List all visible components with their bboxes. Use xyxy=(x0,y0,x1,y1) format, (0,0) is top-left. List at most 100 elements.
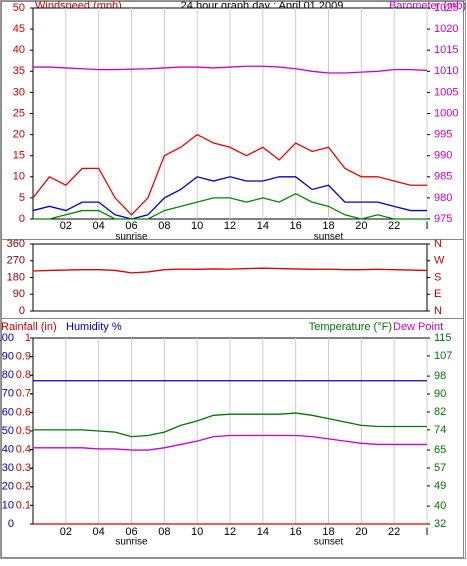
series-line xyxy=(32,267,428,274)
y-tick-label: 30 xyxy=(13,86,25,98)
x-tick-label: 06 xyxy=(125,526,137,538)
y2-tick-label: 975 xyxy=(434,213,452,225)
y3-tick-label: 0.8 xyxy=(16,369,31,381)
x-tick-label: 04 xyxy=(93,220,105,232)
x-tick-label: 20 xyxy=(355,220,367,232)
y2-tick-label: 32 xyxy=(434,518,446,530)
y2-tick-label: 74 xyxy=(434,424,446,436)
y-tick-label: 50 xyxy=(13,2,25,14)
x-tick-label: 14 xyxy=(257,526,269,538)
plot-area xyxy=(32,243,428,312)
y2-tick-label: N xyxy=(434,238,442,250)
series-line xyxy=(32,176,427,220)
y-tick-label: 5 xyxy=(19,192,25,204)
y2-tick-label: W xyxy=(434,255,445,267)
y-tick-label: 25 xyxy=(13,107,25,119)
x-tick-label: 04 xyxy=(93,526,105,538)
x-tick-label: I xyxy=(425,526,428,538)
legend-label: Dew Point xyxy=(393,321,443,333)
x-tick-label: I xyxy=(425,220,428,232)
y3-tick-label: 0.6 xyxy=(16,406,31,418)
y-tick-label: 100 xyxy=(0,332,14,344)
y-tick-label: 70 xyxy=(2,388,14,400)
y-axis-label: Windspeed (mph) xyxy=(35,0,122,12)
y2-tick-label: N xyxy=(434,305,442,317)
y-tick-label: 0 xyxy=(19,305,25,317)
x-tick-label: 02 xyxy=(60,526,72,538)
series-line xyxy=(33,434,427,451)
y2-tick-label: 49 xyxy=(434,480,446,492)
series-line xyxy=(33,412,427,438)
y2-tick-label: 1000 xyxy=(434,107,458,119)
series-line xyxy=(33,192,427,220)
y-tick-label: 15 xyxy=(13,150,25,162)
y2-tick-label: 1005 xyxy=(434,86,458,98)
x-tick-label: 16 xyxy=(290,526,302,538)
y-tick-label: 20 xyxy=(13,129,25,141)
y2-tick-label: 90 xyxy=(434,388,446,400)
y-tick-label: 40 xyxy=(2,444,14,456)
x-tick-label: 14 xyxy=(257,220,269,232)
annotation: sunrise xyxy=(115,232,148,243)
x-tick-label: 10 xyxy=(191,220,203,232)
y-tick-label: 10 xyxy=(13,171,25,183)
series-line xyxy=(33,65,428,74)
annotation: sunrise xyxy=(115,537,148,548)
y-tick-label: 0 xyxy=(8,518,14,530)
y-tick-label: 270 xyxy=(7,255,25,267)
y2-tick-label: 115 xyxy=(434,332,452,344)
y-tick-label: 30 xyxy=(2,462,14,474)
x-tick-label: 08 xyxy=(158,526,170,538)
y-tick-label: 20 xyxy=(2,481,14,493)
y3-tick-label: 0.4 xyxy=(16,444,31,456)
y-tick-label: 80 xyxy=(2,369,14,381)
legend-label: Rainfall (in) xyxy=(1,321,57,333)
y-tick-label: 60 xyxy=(2,406,14,418)
y-tick-label: 35 xyxy=(13,65,25,77)
series-line xyxy=(32,133,427,216)
x-tick-label: 22 xyxy=(388,526,400,538)
y-tick-label: 180 xyxy=(7,271,25,283)
y2-axis-label: Barometer (mb) xyxy=(389,0,466,12)
x-tick-label: 16 xyxy=(290,220,302,232)
y2-tick-label: 1015 xyxy=(434,44,458,56)
chart-title: 24 hour graph day : April 01 2009 xyxy=(181,0,344,12)
y3-tick-label: 1 xyxy=(25,332,31,344)
y2-tick-label: 107 xyxy=(434,350,452,362)
annotation: sunset xyxy=(314,537,344,548)
y-tick-label: 0 xyxy=(19,213,25,225)
y3-tick-label: 0.7 xyxy=(16,388,31,400)
legend-label: Temperature (°F) xyxy=(309,321,392,333)
y3-tick-label: 0.3 xyxy=(16,462,31,474)
y2-tick-label: 98 xyxy=(434,370,446,382)
y2-tick-label: 57 xyxy=(434,462,446,474)
x-tick-label: 22 xyxy=(388,220,400,232)
y3-tick-label: 0.5 xyxy=(16,425,31,437)
x-tick-label: 12 xyxy=(224,220,236,232)
y-tick-label: 45 xyxy=(13,23,25,35)
y2-tick-label: E xyxy=(434,288,441,300)
y3-tick-label: 0.1 xyxy=(16,499,31,511)
x-tick-label: 06 xyxy=(125,220,137,232)
y2-tick-label: S xyxy=(434,271,441,283)
y2-tick-label: 65 xyxy=(434,444,446,456)
y-tick-label: 50 xyxy=(2,425,14,437)
y2-tick-label: 1020 xyxy=(434,23,458,35)
x-tick-label: 18 xyxy=(322,526,334,538)
y-tick-label: 90 xyxy=(2,351,14,363)
y2-tick-label: 990 xyxy=(434,150,452,162)
y-tick-label: 90 xyxy=(13,288,25,300)
y2-tick-label: 985 xyxy=(434,171,452,183)
annotation: sunset xyxy=(314,232,344,243)
panel-frame xyxy=(1,318,464,558)
y2-tick-label: 40 xyxy=(434,500,446,512)
y-tick-label: 360 xyxy=(7,238,25,250)
y2-tick-label: 980 xyxy=(434,192,452,204)
x-tick-label: 18 xyxy=(322,220,334,232)
y3-tick-label: 0.9 xyxy=(16,351,31,363)
x-tick-label: 20 xyxy=(355,526,367,538)
legend-label: Humidity % xyxy=(66,321,122,333)
y2-tick-label: 995 xyxy=(434,129,452,141)
y-tick-label: 10 xyxy=(2,499,14,511)
